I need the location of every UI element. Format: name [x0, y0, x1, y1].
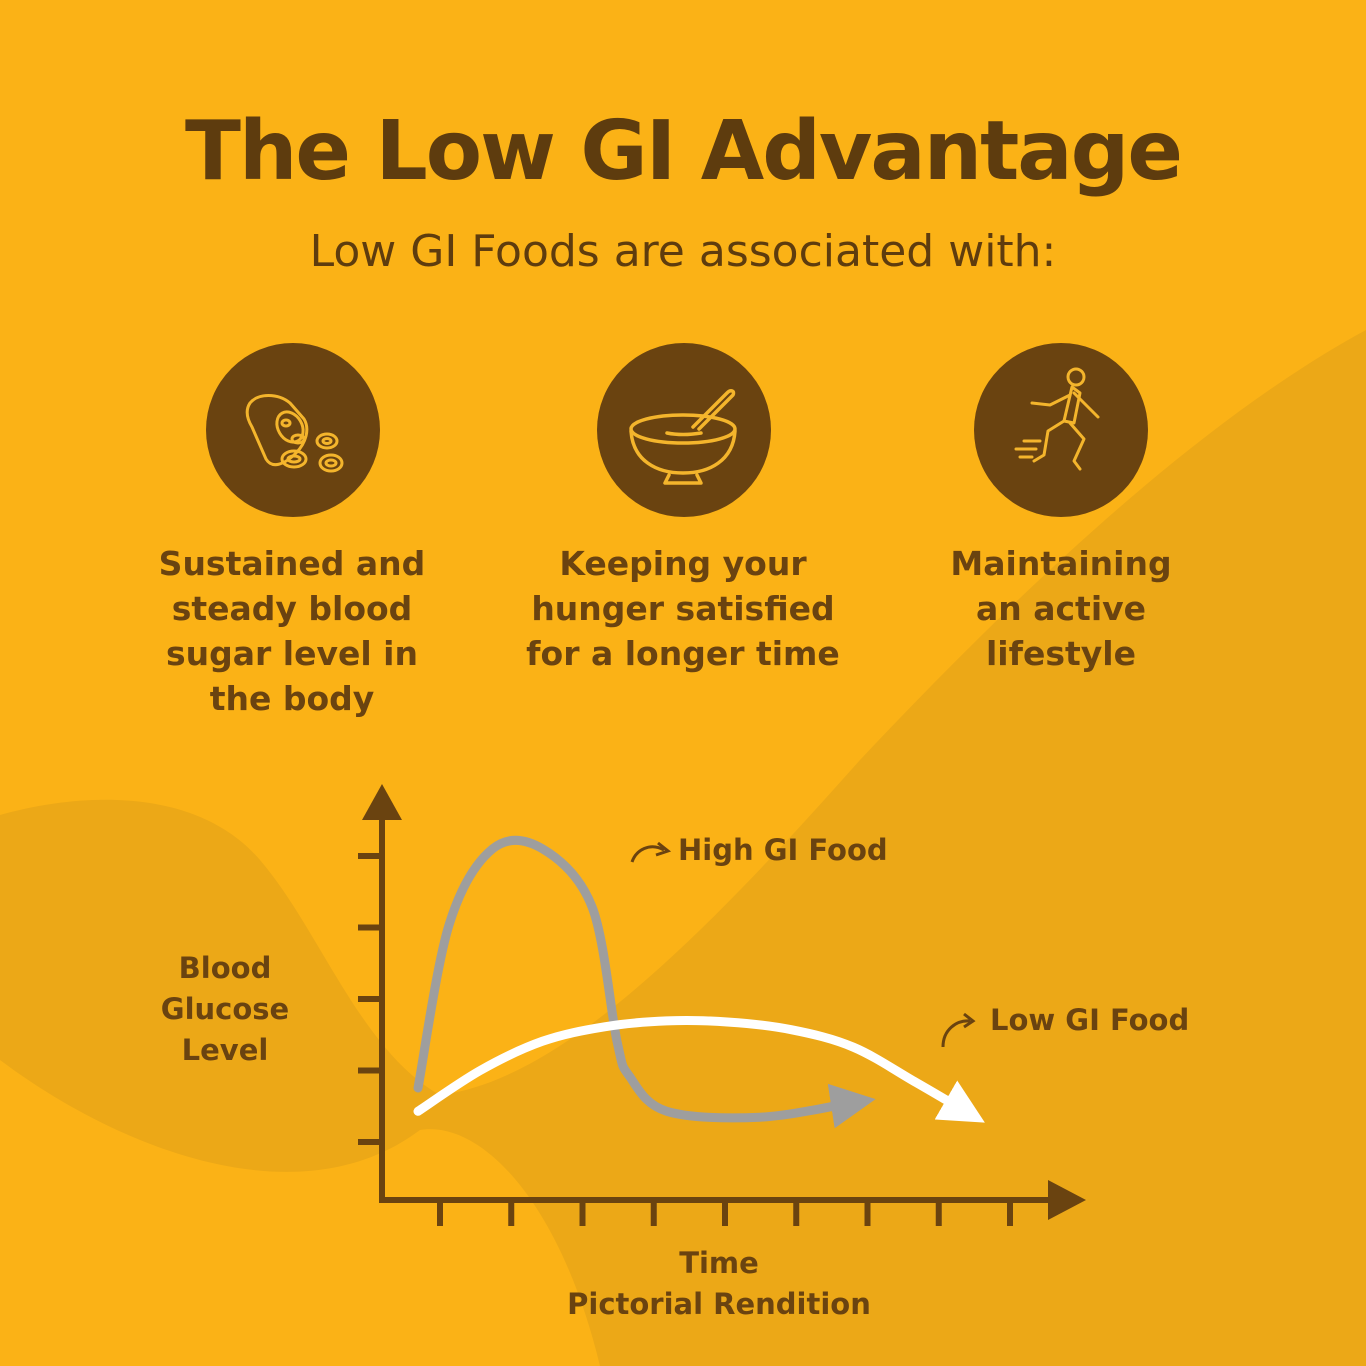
- benefit-1-line-2: steady blood: [171, 589, 413, 628]
- y-axis-label-line-1: Blood: [179, 951, 272, 985]
- series-line-high-gi: [413, 835, 876, 1129]
- x-axis-arrowhead: [1048, 1180, 1086, 1220]
- chart-ticks: [358, 853, 1013, 1226]
- benefit-icon-circle-2: [597, 343, 771, 517]
- benefit-text-3: Maintaining an active lifestyle: [901, 541, 1221, 676]
- series-line-low-gi: [413, 1016, 985, 1123]
- x-axis-label: Time: [679, 1246, 759, 1280]
- benefit-2-line-3: for a longer time: [526, 634, 840, 673]
- page-subtitle: Low GI Foods are associated with:: [309, 226, 1057, 277]
- beans-icon: [245, 394, 344, 473]
- bowl-icon: [629, 389, 737, 485]
- benefit-icon-circle-1: [206, 343, 380, 517]
- legend-label-high-gi: High GI Food: [678, 833, 888, 867]
- y-axis-label-line-3: Level: [182, 1033, 269, 1067]
- benefit-text-1: Sustained and steady blood sugar level i…: [132, 541, 452, 721]
- benefit-text-2: Keeping your hunger satisfied for a long…: [523, 541, 843, 676]
- y-axis-arrowhead: [362, 784, 402, 820]
- benefit-1-line-4: the body: [209, 679, 375, 718]
- benefit-2-line-2: hunger satisfied: [531, 589, 835, 628]
- chart-caption: Pictorial Rendition: [567, 1287, 871, 1321]
- benefit-1-line-3: sugar level in: [166, 634, 418, 673]
- benefit-icon-circle-3: [974, 343, 1148, 517]
- chart-axes: [362, 784, 1086, 1220]
- y-axis-label-line-2: Glucose: [161, 992, 289, 1026]
- benefit-3-line-2: an active: [975, 589, 1147, 628]
- low-gi-pointer-arrowhead: [963, 1012, 976, 1029]
- benefit-1-line-1: Sustained and: [158, 544, 426, 583]
- high-gi-pointer-arrow: [630, 845, 665, 863]
- high-gi-pointer-arrowhead: [655, 841, 672, 857]
- benefit-3-line-3: lifestyle: [986, 634, 1136, 673]
- legend-label-low-gi: Low GI Food: [990, 1003, 1189, 1037]
- low-gi-pointer-arrow: [941, 1019, 971, 1048]
- benefit-2-line-1: Keeping your: [559, 544, 807, 583]
- runner-icon: [1014, 367, 1100, 471]
- page-title: The Low GI Advantage: [185, 104, 1183, 199]
- benefit-3-line-1: Maintaining: [950, 544, 1172, 583]
